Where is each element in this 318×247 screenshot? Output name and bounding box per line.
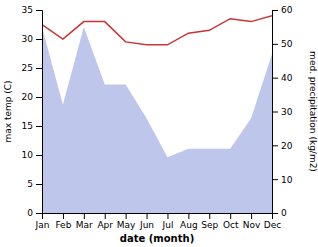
tick-mark bbox=[36, 97, 42, 98]
tick: 30 bbox=[272, 107, 293, 117]
tick-label: Nov bbox=[243, 220, 261, 230]
tick-mark bbox=[230, 213, 231, 219]
tick-mark bbox=[36, 155, 42, 156]
axis-line bbox=[43, 213, 273, 214]
tick: Apr bbox=[97, 213, 113, 230]
tick-mark bbox=[84, 213, 85, 219]
tick-label: 5 bbox=[27, 179, 33, 189]
chart: JanFebMarAprMayJunJulAugSepOctNovDec0510… bbox=[0, 0, 318, 247]
tick-mark bbox=[36, 39, 42, 40]
tick: 10 bbox=[272, 175, 293, 185]
y2-axis-title: med. precipitation (kg/m2) bbox=[308, 51, 318, 172]
tick-label: 60 bbox=[281, 5, 293, 15]
tick-label: Jul bbox=[162, 220, 174, 230]
tick-label: 0 bbox=[27, 208, 33, 218]
tick-mark bbox=[272, 78, 278, 79]
tick: Jan bbox=[35, 213, 50, 230]
tick-label: 15 bbox=[22, 121, 33, 131]
tick-label: 10 bbox=[281, 175, 293, 185]
tick: Aug bbox=[180, 213, 198, 230]
tick: Mar bbox=[76, 213, 93, 230]
tick-label: 30 bbox=[281, 107, 293, 117]
tick-label: Sep bbox=[201, 220, 218, 230]
tick-label: 30 bbox=[22, 34, 34, 44]
tick-mark bbox=[147, 213, 148, 219]
axis-line bbox=[273, 11, 279, 214]
tick: 60 bbox=[272, 5, 293, 15]
tick: 25 bbox=[22, 63, 42, 73]
tick-label: 20 bbox=[281, 141, 293, 151]
y-axis: 0 5 10 15 20 25 30 35 bbox=[22, 5, 43, 218]
tick: 20 bbox=[22, 92, 42, 102]
tick-label: Oct bbox=[223, 220, 239, 230]
tick-label: 0 bbox=[281, 208, 287, 218]
tick: Dec bbox=[264, 213, 281, 230]
tick: 50 bbox=[272, 39, 293, 49]
tick-mark bbox=[272, 213, 278, 214]
tick-label: Jan bbox=[35, 220, 50, 230]
tick-label: 20 bbox=[22, 92, 34, 102]
tick: 0 bbox=[27, 208, 42, 218]
plot-area: JanFebMarAprMayJunJulAugSepOctNovDec0510… bbox=[22, 5, 293, 230]
tick: 5 bbox=[27, 179, 42, 189]
tick-mark bbox=[167, 213, 168, 219]
tick-label: Feb bbox=[55, 220, 71, 230]
tick: Oct bbox=[223, 213, 239, 230]
tick: 20 bbox=[272, 141, 293, 151]
tick: 0 bbox=[272, 208, 287, 218]
tick: 30 bbox=[22, 34, 42, 44]
tick-label: Dec bbox=[264, 220, 281, 230]
x-axis: Jan Feb Mar Apr MayJun Jul AugSep Oct NovDec bbox=[35, 213, 282, 230]
tick-mark bbox=[209, 213, 210, 219]
tick-label: 35 bbox=[22, 5, 33, 15]
tick-mark bbox=[36, 68, 42, 69]
tick-mark bbox=[36, 184, 42, 185]
tick-mark bbox=[36, 213, 42, 214]
tick-mark bbox=[272, 44, 278, 45]
tick: 40 bbox=[272, 73, 293, 83]
tick-mark bbox=[272, 10, 278, 11]
y2-axis: 0 10 20 30 40 50 60 bbox=[272, 5, 293, 218]
tick-label: 25 bbox=[22, 63, 33, 73]
tick-mark bbox=[36, 126, 42, 127]
tick-mark bbox=[251, 213, 252, 219]
tick: Nov bbox=[243, 213, 261, 230]
tick: 10 bbox=[22, 150, 42, 160]
tick-mark bbox=[272, 145, 278, 146]
tick: May bbox=[117, 213, 136, 230]
axis-line bbox=[36, 11, 43, 214]
tick-label: Jun bbox=[139, 220, 154, 230]
tick-label: 40 bbox=[281, 73, 293, 83]
tick-label: 10 bbox=[22, 150, 34, 160]
tick-label: May bbox=[117, 220, 136, 230]
tick-label: 50 bbox=[281, 39, 293, 49]
area bbox=[42, 27, 272, 213]
tick-mark bbox=[272, 179, 278, 180]
tick: Jun bbox=[139, 213, 154, 230]
tick: 15 bbox=[22, 121, 42, 131]
tick: Jul bbox=[162, 213, 174, 230]
tick-label: Apr bbox=[97, 220, 113, 230]
tick-mark bbox=[36, 10, 42, 11]
tick-mark bbox=[105, 213, 106, 219]
tick-mark bbox=[272, 112, 278, 113]
tick-mark bbox=[126, 213, 127, 219]
marks bbox=[42, 16, 272, 213]
y-axis-title: max temp (C) bbox=[3, 80, 13, 142]
tick-mark bbox=[188, 213, 189, 219]
tick-label: Mar bbox=[76, 220, 93, 230]
line bbox=[42, 16, 272, 45]
tick: Feb bbox=[55, 213, 71, 230]
tick-mark bbox=[63, 213, 64, 219]
x-axis-title: date (month) bbox=[120, 233, 194, 244]
tick: Sep bbox=[201, 213, 218, 230]
tick-label: Aug bbox=[180, 220, 198, 230]
tick: 35 bbox=[22, 5, 42, 15]
